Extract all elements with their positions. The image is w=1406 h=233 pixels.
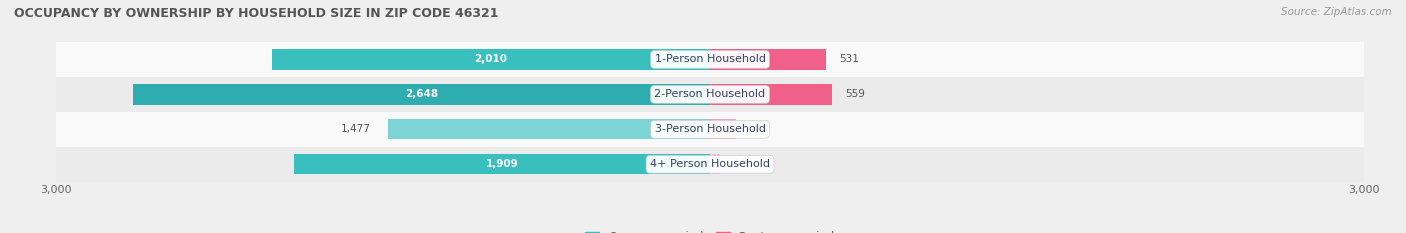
- Text: 1,477: 1,477: [340, 124, 371, 134]
- Text: 1,909: 1,909: [485, 159, 519, 169]
- Bar: [294, 154, 710, 174]
- Text: 118: 118: [749, 124, 769, 134]
- Text: 44: 44: [733, 159, 747, 169]
- Text: OCCUPANCY BY OWNERSHIP BY HOUSEHOLD SIZE IN ZIP CODE 46321: OCCUPANCY BY OWNERSHIP BY HOUSEHOLD SIZE…: [14, 7, 499, 20]
- Text: Source: ZipAtlas.com: Source: ZipAtlas.com: [1281, 7, 1392, 17]
- Bar: [710, 84, 832, 105]
- Text: 2,648: 2,648: [405, 89, 439, 99]
- Bar: [56, 77, 1364, 112]
- Legend: Owner-occupied, Renter-occupied: Owner-occupied, Renter-occupied: [579, 226, 841, 233]
- Bar: [56, 112, 1364, 147]
- Text: 2,010: 2,010: [474, 55, 508, 64]
- Text: 531: 531: [839, 55, 859, 64]
- Text: 2-Person Household: 2-Person Household: [654, 89, 766, 99]
- Bar: [388, 119, 710, 139]
- Bar: [56, 147, 1364, 182]
- Bar: [710, 49, 825, 69]
- Text: 3-Person Household: 3-Person Household: [655, 124, 765, 134]
- Bar: [710, 119, 735, 139]
- Bar: [134, 84, 710, 105]
- Text: 4+ Person Household: 4+ Person Household: [650, 159, 770, 169]
- Text: 559: 559: [845, 89, 865, 99]
- Bar: [710, 154, 720, 174]
- Text: 1-Person Household: 1-Person Household: [655, 55, 765, 64]
- Bar: [56, 42, 1364, 77]
- Bar: [271, 49, 710, 69]
